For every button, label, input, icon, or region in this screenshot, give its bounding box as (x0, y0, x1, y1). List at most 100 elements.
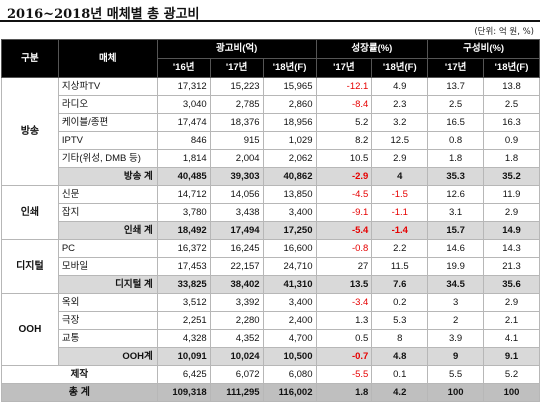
growth-17: -8.4 (315, 95, 373, 114)
header-year: '17년 (427, 58, 485, 78)
spend-17: 2,280 (209, 311, 264, 330)
category-digital: 디지털 (1, 239, 59, 294)
share-18: 9.1 (483, 347, 540, 366)
share-17: 3 (427, 293, 485, 312)
title-underline (0, 20, 540, 22)
spend-18: 4,700 (262, 329, 317, 348)
spend-18: 1,029 (262, 131, 317, 150)
table-row: 인쇄 신문 14,712 14,056 13,850 -4.5 -1.5 12.… (1, 185, 540, 240)
spend-16: 18,492 (156, 221, 211, 240)
header-growth: 성장률(%) (315, 39, 429, 59)
media-name: 신문 (57, 185, 158, 204)
spend-17: 111,295 (209, 383, 264, 402)
spend-17: 39,303 (209, 167, 264, 186)
spend-17: 10,024 (209, 347, 264, 366)
spend-16: 17,474 (156, 113, 211, 132)
header-year: '17년 (209, 58, 264, 78)
share-17: 12.6 (427, 185, 485, 204)
share-18: 100 (483, 383, 540, 402)
growth-18: 8 (371, 329, 429, 348)
growth-17: 10.5 (315, 149, 373, 168)
share-18: 13.8 (483, 77, 540, 96)
growth-18: 12.5 (371, 131, 429, 150)
spend-18: 3,400 (262, 203, 317, 222)
share-17: 14.6 (427, 239, 485, 258)
spend-16: 14,712 (156, 185, 211, 204)
share-17: 13.7 (427, 77, 485, 96)
growth-18: -1.5 (371, 185, 429, 204)
growth-17: -12.1 (315, 77, 373, 96)
table-row: 디지털 PC 16,372 16,245 16,600 -0.8 2.2 14.… (1, 239, 540, 294)
share-18: 2.9 (483, 293, 540, 312)
spend-16: 3,780 (156, 203, 211, 222)
growth-17: 0.5 (315, 329, 373, 348)
subtotal-row: 인쇄 계 18,492 17,494 17,250 -5.4 -1.4 15.7… (2, 221, 540, 240)
spend-17: 3,438 (209, 203, 264, 222)
growth-18: 7.6 (371, 275, 429, 294)
spend-17: 6,072 (209, 365, 264, 384)
growth-18: 0.1 (371, 365, 429, 384)
table-row: OOH 옥외 3,512 3,392 3,400 -3.4 0.2 3 2.9 (1, 293, 540, 366)
share-18: 14.9 (483, 221, 540, 240)
share-17: 3.9 (427, 329, 485, 348)
share-17: 35.3 (427, 167, 485, 186)
spend-18: 2,860 (262, 95, 317, 114)
spend-18: 13,850 (262, 185, 317, 204)
growth-18: 2.9 (371, 149, 429, 168)
share-17: 0.8 (427, 131, 485, 150)
table-row: IPTV 846 915 1,029 8.2 12.5 0.8 0.9 (2, 131, 540, 150)
spend-18: 15,965 (262, 77, 317, 96)
share-18: 16.3 (483, 113, 540, 132)
share-17: 2.5 (427, 95, 485, 114)
media-name: 라디오 (57, 95, 158, 114)
growth-17: 5.2 (315, 113, 373, 132)
spend-16: 109,318 (156, 383, 211, 402)
spend-16: 16,372 (156, 239, 211, 258)
spend-18: 18,956 (262, 113, 317, 132)
media-name: 케이블/종편 (57, 113, 158, 132)
growth-18: 4.9 (371, 77, 429, 96)
growth-18: 3.2 (371, 113, 429, 132)
spend-18: 16,600 (262, 239, 317, 258)
spend-16: 4,328 (156, 329, 211, 348)
growth-18: 0.2 (371, 293, 429, 312)
growth-17: 27 (315, 257, 373, 276)
spend-18: 3,400 (262, 293, 317, 312)
media-name: PC (57, 239, 158, 258)
subtotal-label: OOH계 (57, 347, 158, 366)
category-ooh: OOH (1, 293, 59, 366)
growth-18: 4.8 (371, 347, 429, 366)
share-17: 19.9 (427, 257, 485, 276)
share-17: 34.5 (427, 275, 485, 294)
share-18: 2.9 (483, 203, 540, 222)
share-18: 21.3 (483, 257, 540, 276)
unit-note: (단위: 억 원, %) (474, 27, 534, 37)
media-name: 지상파TV (57, 77, 158, 96)
media-name: 교통 (57, 329, 158, 348)
media-name: 기타(위성, DMB 등) (57, 149, 158, 168)
subtotal-row: 디지털 계 33,825 38,402 41,310 13.5 7.6 34.5… (2, 275, 540, 294)
spend-16: 846 (156, 131, 211, 150)
subtotal-row: OOH계 10,091 10,024 10,500 -0.7 4.8 9 9.1 (2, 347, 540, 366)
media-name: 옥외 (57, 293, 158, 312)
table-row: 케이블/종편 17,474 18,376 18,956 5.2 3.2 16.5… (2, 113, 540, 132)
header-year: '18년(F) (262, 58, 317, 78)
growth-17: -0.8 (315, 239, 373, 258)
header-year: '17년 (315, 58, 373, 78)
spend-17: 38,402 (209, 275, 264, 294)
share-18: 5.2 (483, 365, 540, 384)
spend-16: 1,814 (156, 149, 211, 168)
share-18: 0.9 (483, 131, 540, 150)
growth-18: 2.2 (371, 239, 429, 258)
media-name: 잡지 (57, 203, 158, 222)
spend-18: 2,062 (262, 149, 317, 168)
spend-17: 22,157 (209, 257, 264, 276)
growth-17: -2.9 (315, 167, 373, 186)
media-name: IPTV (57, 131, 158, 150)
share-18: 1.8 (483, 149, 540, 168)
share-17: 100 (427, 383, 485, 402)
total-row: 총 계 109,318 111,295 116,002 1.8 4.2 100 … (1, 383, 540, 402)
growth-18: -1.1 (371, 203, 429, 222)
spend-17: 17,494 (209, 221, 264, 240)
share-18: 4.1 (483, 329, 540, 348)
